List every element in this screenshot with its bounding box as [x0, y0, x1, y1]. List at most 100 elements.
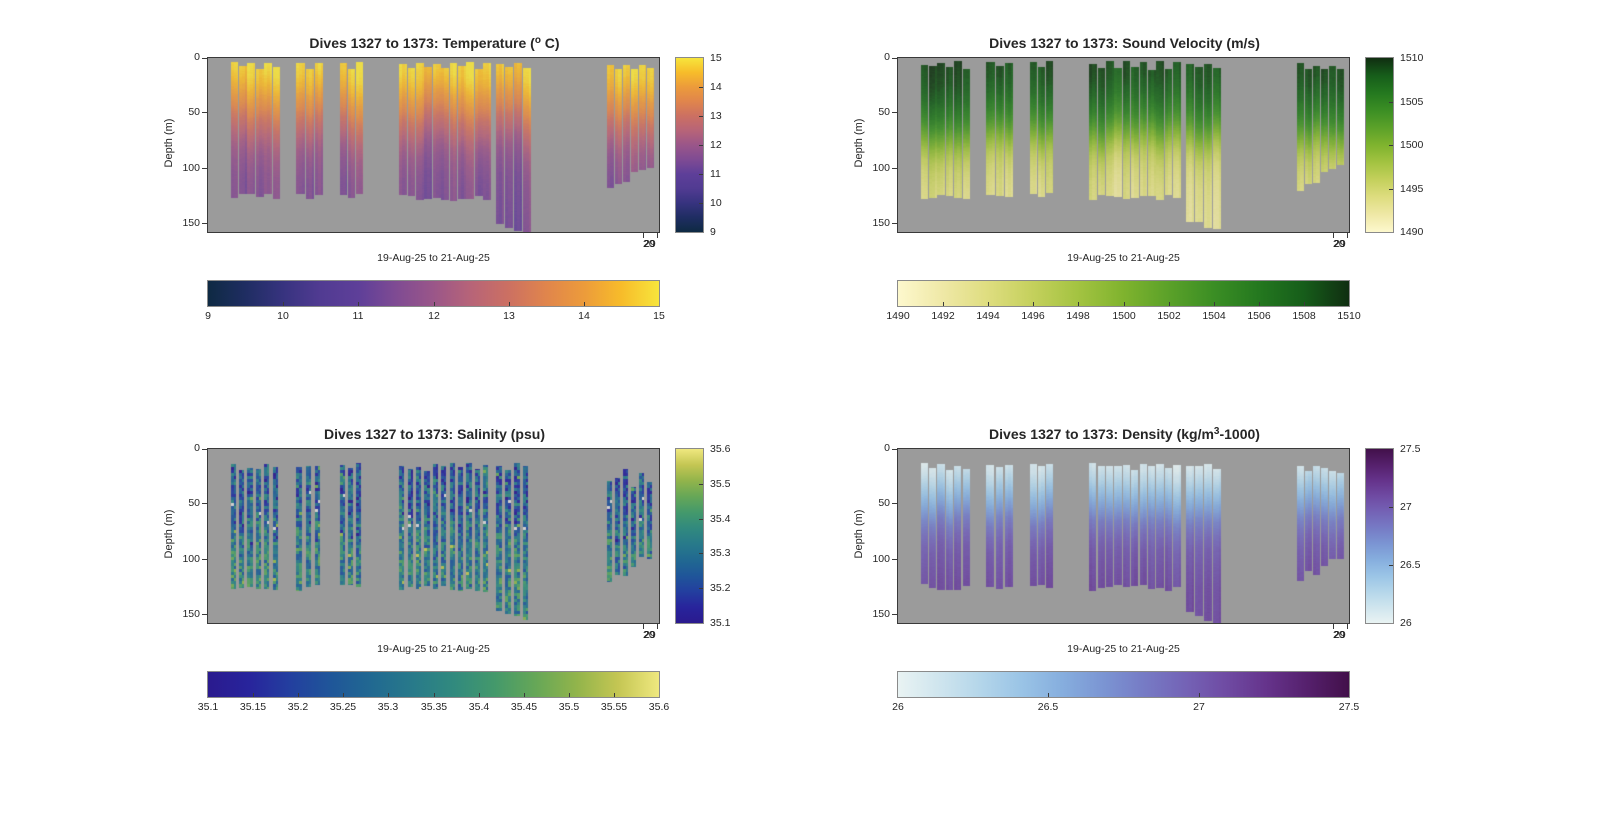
x-end-tick-mark — [643, 624, 644, 629]
colorbar-tick-mark — [699, 87, 703, 88]
y-tick-label: 150 — [182, 608, 200, 620]
colorbar-tick-mark — [253, 693, 254, 697]
x-end-tick-label: 29 — [644, 629, 656, 641]
colorbar-tick-mark — [434, 693, 435, 697]
colorbar-tick-label: 12 — [428, 310, 440, 322]
colorbar-tick-label: 9 — [205, 310, 211, 322]
y-tick-mark — [892, 449, 897, 450]
plot-title: Dives 1327 to 1373: Density (kg/m3-1000) — [838, 426, 1411, 442]
colorbar-tick-label: 1492 — [931, 310, 955, 322]
y-tick-label: 50 — [878, 497, 890, 509]
y-tick-label: 100 — [182, 553, 200, 565]
title-superscript: o — [534, 35, 541, 46]
colorbar-tick-label: 1505 — [1400, 96, 1424, 108]
colorbar-tick-label: 35.2 — [710, 582, 731, 594]
y-tick-mark — [202, 503, 207, 504]
colorbar-tick-label: 27 — [1193, 701, 1205, 713]
x-axis-date-label: 19-Aug-25 to 21-Aug-25 — [1067, 252, 1180, 264]
colorbar-tick-label: 35.6 — [710, 443, 731, 455]
colorbar-tick-label: 1490 — [886, 310, 910, 322]
colorbar-tick-mark — [699, 484, 703, 485]
y-tick-label: 150 — [182, 217, 200, 229]
colorbar-tick-mark — [699, 553, 703, 554]
y-tick-label: 50 — [188, 106, 200, 118]
colorbar-gradient — [1366, 58, 1393, 232]
colorbar-tick-label: 1510 — [1337, 310, 1361, 322]
y-tick-mark — [892, 168, 897, 169]
y-tick-mark — [892, 559, 897, 560]
colorbar-tick-label: 15 — [710, 52, 722, 64]
colorbar-tick-mark — [569, 693, 570, 697]
x-end-tick-mark — [657, 233, 658, 238]
colorbar-tick-mark — [1304, 302, 1305, 306]
colorbar-tick-label: 35.2 — [287, 701, 309, 713]
title-text: -1000) — [1219, 426, 1260, 442]
x-end-tick-label: 20 — [643, 629, 655, 641]
x-axis-date-label: 19-Aug-25 to 21-Aug-25 — [377, 252, 490, 264]
colorbar-tick-label: 35.3 — [377, 701, 399, 713]
colorbar-tick-label: 26 — [1400, 617, 1412, 629]
x-end-tick-mark — [1347, 233, 1348, 238]
colorbar-tick-label: 14 — [578, 310, 590, 322]
y-tick-label: 100 — [872, 553, 890, 565]
y-tick-mark — [202, 223, 207, 224]
colorbar-tick-mark — [699, 174, 703, 175]
colorbar-tick-mark — [943, 302, 944, 306]
colorbar-tick-label: 11 — [352, 310, 364, 322]
y-tick-mark — [202, 449, 207, 450]
x-end-tick-mark — [643, 233, 644, 238]
title-text: Dives 1327 to 1373: Density (kg/m — [989, 426, 1214, 442]
y-tick-mark — [892, 614, 897, 615]
colorbar-tick-label: 27.5 — [1400, 443, 1421, 455]
title-text: Dives 1327 to 1373: Salinity (psu) — [324, 426, 545, 442]
colorbar-tick-label: 13 — [503, 310, 515, 322]
colorbar-tick-mark — [699, 145, 703, 146]
y-tick-mark — [202, 614, 207, 615]
horizontal-colorbar: 26 26.5 27 27.5 — [892, 671, 1359, 713]
colorbar-tick-mark — [699, 519, 703, 520]
colorbar-tick-label: 35.5 — [558, 701, 580, 713]
horizontal-colorbar: 35.1 35.15 35.2 35.25 35.3 35.35 35.4 35.45 35.5… — [198, 671, 669, 713]
colorbar-tick-label: 1504 — [1202, 310, 1226, 322]
colorbar-tick-label: 35.4 — [710, 513, 731, 525]
y-tick-mark — [202, 168, 207, 169]
y-tick-mark — [202, 58, 207, 59]
title-text: Dives 1327 to 1373: Sound Velocity (m/s) — [989, 35, 1260, 51]
colorbar-tick-mark — [524, 693, 525, 697]
colorbar-tick-label: 10 — [277, 310, 289, 322]
colorbar-tick-label: 35.1 — [197, 701, 219, 713]
colorbar-tick-label: 26 — [892, 701, 904, 713]
x-end-tick-mark — [657, 624, 658, 629]
colorbar-gradient — [898, 672, 1349, 697]
colorbar-tick-label: 1496 — [1021, 310, 1045, 322]
vertical-colorbar: 35.6 35.5 35.4 35.3 35.2 35.1 — [675, 443, 730, 629]
colorbar-gradient — [208, 672, 659, 697]
colorbar-tick-mark — [584, 302, 585, 306]
y-tick-mark — [892, 503, 897, 504]
x-end-tick-label: 20 — [1333, 629, 1345, 641]
colorbar-tick-label: 35.4 — [468, 701, 490, 713]
y-tick-label: 0 — [194, 442, 200, 454]
colorbar-tick-label: 27.5 — [1338, 701, 1360, 713]
colorbar-tick-label: 1510 — [1400, 52, 1424, 64]
x-end-tick-label: 29 — [644, 238, 656, 250]
colorbar-tick-mark — [614, 693, 615, 697]
y-tick-mark — [892, 223, 897, 224]
colorbar-tick-label: 35.5 — [710, 478, 731, 490]
colorbar-tick-label: 35.25 — [329, 701, 357, 713]
colorbar-tick-mark — [988, 302, 989, 306]
colorbar-tick-label: 35.45 — [510, 701, 538, 713]
x-end-tick-mark — [1333, 624, 1334, 629]
colorbar-tick-label: 1490 — [1400, 226, 1424, 238]
colorbar-gradient — [1366, 449, 1393, 623]
colorbar-tick-mark — [283, 302, 284, 306]
colorbar-tick-mark — [1389, 189, 1393, 190]
horizontal-colorbar: 9 10 11 12 13 14 15 — [205, 280, 665, 322]
colorbar-tick-mark — [388, 693, 389, 697]
colorbar-tick-mark — [1259, 302, 1260, 306]
y-tick-label: 0 — [884, 51, 890, 63]
panel-salinity: Dives 1327 to 1373: Salinity (psu) Depth… — [163, 426, 730, 713]
y-tick-label: 50 — [878, 106, 890, 118]
colorbar-tick-label: 35.1 — [710, 617, 731, 629]
